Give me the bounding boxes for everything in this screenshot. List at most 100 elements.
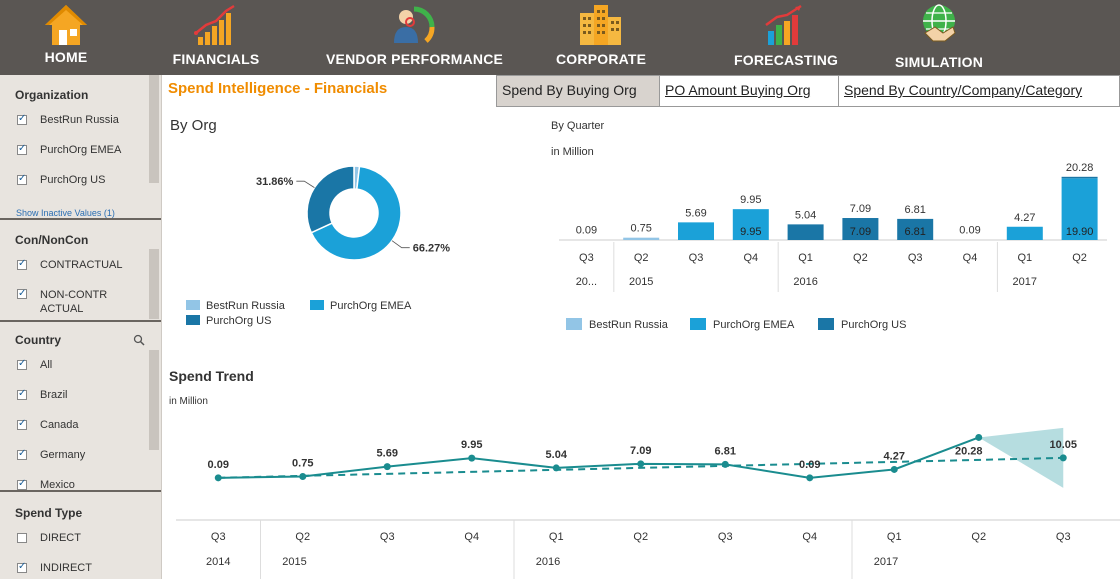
top-navigation-bar: HOME FINANCIALS VENDOR PERFORMANCE — [0, 0, 1120, 75]
filter-item-contractual[interactable]: CONTRACTUAL — [17, 258, 123, 271]
bar-category-label: Q1 — [798, 252, 813, 264]
bar-category-label: Q4 — [963, 252, 978, 264]
bar-group-label: 20... — [576, 276, 597, 288]
line-data-label: 6.81 — [715, 445, 736, 457]
actual-point — [975, 433, 983, 441]
checkbox[interactable] — [17, 533, 27, 543]
actual-point — [806, 474, 814, 482]
line-data-label: 9.95 — [461, 439, 482, 451]
bar-category-label: Q3 — [689, 252, 704, 264]
nav-vendor-performance-label: VENDOR PERFORMANCE — [326, 51, 504, 67]
filter-item-label: PurchOrg EMEA — [40, 144, 122, 156]
checkbox[interactable] — [17, 448, 27, 460]
trend-line — [218, 456, 1064, 479]
line-data-label: 0.75 — [292, 458, 313, 470]
line-category-label: Q2 — [295, 531, 310, 543]
connoncon-filter-title: Con/NonCon — [15, 233, 89, 247]
spend-trend-line-chart: 0.09 0.75 5.69 9.95 5.04 7.09 6.81 0.09 4.27 20.2… — [176, 427, 1120, 579]
actual-point — [721, 460, 729, 468]
bar-total-label: 9.95 — [740, 194, 761, 206]
bar-trend-icon — [765, 4, 802, 45]
bar-inner-label: 9.95 — [740, 226, 761, 238]
bar-category-label: Q4 — [743, 252, 758, 264]
checkbox[interactable] — [17, 258, 27, 270]
legend-label: PurchOrg US — [206, 315, 271, 327]
nav-corporate[interactable]: CORPORATE — [556, 0, 646, 75]
legend-label: BestRun Russia — [206, 300, 286, 312]
line-group-label: 2014 — [206, 556, 230, 568]
bar-total-label: 4.27 — [1014, 212, 1035, 224]
checkbox[interactable] — [17, 287, 27, 301]
actual-point — [468, 454, 476, 462]
performance-gauge-icon — [394, 6, 435, 43]
nav-home[interactable]: HOME — [18, 0, 114, 75]
checkbox[interactable] — [17, 418, 27, 430]
line-data-label: 0.09 — [799, 459, 820, 471]
nav-forecasting[interactable]: FORECASTING — [734, 0, 839, 75]
bar-total-label: 5.04 — [795, 209, 816, 221]
donut-data-label: 31.86% — [256, 176, 294, 188]
line-category-label: Q1 — [887, 531, 902, 543]
filter-item-bestrun-russia[interactable]: BestRun Russia — [17, 113, 119, 126]
filter-item-indirect[interactable]: INDIRECT — [17, 561, 92, 574]
bar-segment — [787, 224, 824, 240]
search-icon[interactable] — [133, 334, 145, 346]
line-category-label: Q2 — [971, 531, 986, 543]
legend-swatch — [690, 318, 706, 330]
line-data-label: 5.69 — [377, 448, 398, 460]
page-title: Spend Intelligence - Financials — [168, 80, 388, 97]
bar-group-label: 2016 — [793, 276, 817, 288]
nav-financials[interactable]: FINANCIALS — [168, 0, 264, 75]
nav-financials-label: FINANCIALS — [172, 51, 260, 67]
filter-item-mexico[interactable]: Mexico — [17, 478, 75, 491]
filter-item-label: DIRECT — [40, 532, 81, 544]
bar-total-label: 7.09 — [850, 203, 871, 215]
bar-segment — [623, 237, 660, 240]
filter-item-brazil[interactable]: Brazil — [17, 388, 68, 401]
tab-spend-by-buying-org[interactable]: Spend By Buying Org — [496, 75, 660, 107]
filter-item-purchorg-us[interactable]: PurchOrg US — [17, 173, 105, 186]
nav-vendor-performance[interactable]: VENDOR PERFORMANCE — [326, 0, 504, 75]
bar-inner-label: 7.09 — [850, 226, 871, 238]
by-quarter-unit: in Million — [551, 146, 594, 158]
tab-label: PO Amount Buying Org — [665, 82, 811, 98]
spend-trend-title: Spend Trend — [169, 368, 254, 384]
organization-scrollbar[interactable] — [149, 75, 159, 183]
line-data-label: 7.09 — [630, 445, 651, 457]
filter-item-germany[interactable]: Germany — [17, 448, 85, 461]
filter-item-canada[interactable]: Canada — [17, 418, 79, 431]
bar-group-label: 2017 — [1013, 276, 1037, 288]
tab-label: Spend By Buying Org — [502, 82, 637, 98]
filter-item-label: Brazil — [40, 389, 68, 401]
checkbox[interactable] — [17, 478, 27, 490]
country-scrollbar[interactable] — [149, 350, 159, 450]
line-category-label: Q3 — [380, 531, 395, 543]
by-quarter-title: By Quarter — [551, 120, 605, 132]
filter-item-label: BestRun Russia — [40, 114, 119, 126]
checkbox[interactable] — [17, 358, 27, 370]
filter-item-all[interactable]: All — [17, 358, 52, 371]
divider — [0, 490, 161, 492]
checkbox[interactable] — [17, 113, 27, 125]
tab-po-amount-buying-org[interactable]: PO Amount Buying Org — [659, 75, 839, 107]
actual-point — [552, 464, 560, 472]
checkbox[interactable] — [17, 143, 27, 155]
bar-segment — [678, 222, 714, 240]
line-category-label: Q3 — [718, 531, 733, 543]
forecast-point — [1059, 454, 1067, 462]
tab-spend-by-country-company-category[interactable]: Spend By Country/Company/Category — [838, 75, 1120, 107]
nav-simulation[interactable]: SIMULATION — [894, 0, 984, 75]
show-inactive-values-link[interactable]: Show Inactive Values (1) — [16, 208, 115, 218]
filter-sidebar: Organization BestRun Russia PurchOrg EME… — [0, 75, 162, 579]
checkbox[interactable] — [17, 561, 27, 573]
connoncon-scrollbar[interactable] — [149, 249, 159, 319]
checkbox[interactable] — [17, 388, 27, 400]
filter-item-purchorg-emea[interactable]: PurchOrg EMEA — [17, 143, 122, 156]
filter-item-non-contractual[interactable]: NON-CONTRACTUAL — [17, 287, 127, 316]
nav-forecasting-label: FORECASTING — [734, 52, 839, 68]
actual-point — [637, 460, 645, 468]
bar-segment — [732, 209, 769, 240]
bar-inner-label: 19.90 — [1066, 226, 1094, 238]
checkbox[interactable] — [17, 173, 27, 185]
filter-item-direct[interactable]: DIRECT — [17, 532, 81, 544]
